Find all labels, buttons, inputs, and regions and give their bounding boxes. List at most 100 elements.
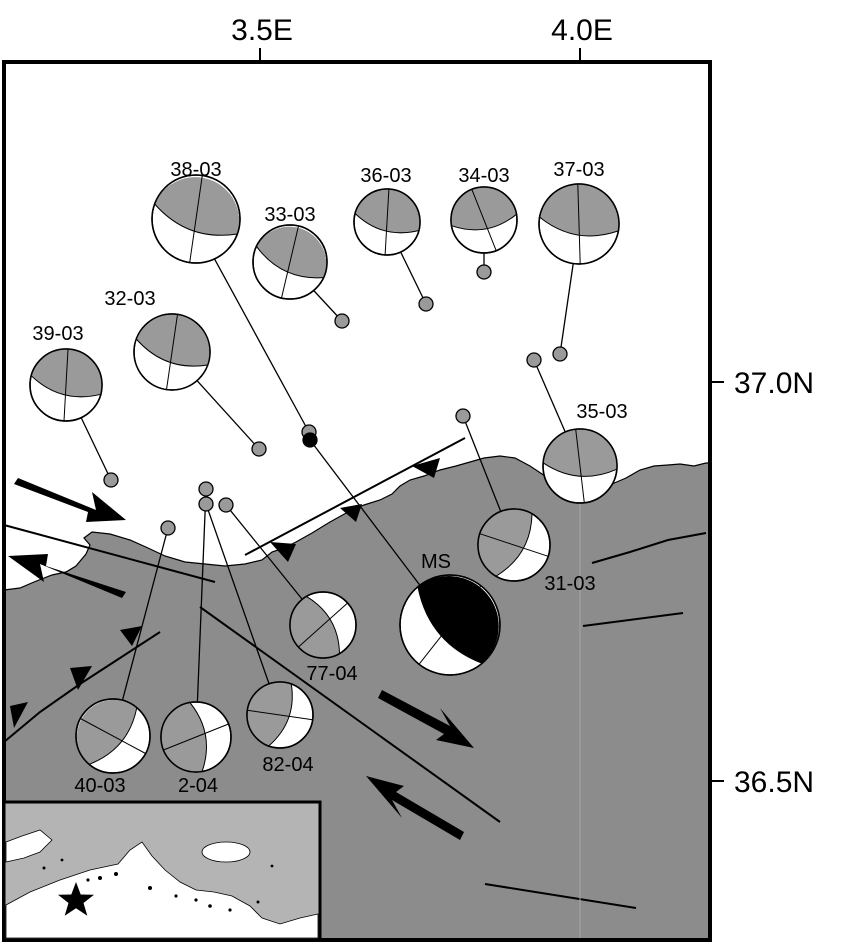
epicenter-dot xyxy=(198,481,214,497)
beachball-82-04: 82-04 xyxy=(246,681,314,776)
beachball-outline xyxy=(75,698,151,774)
strike-slip-arrows xyxy=(8,478,474,840)
beachball-shade xyxy=(539,184,619,236)
nodal-plane xyxy=(542,462,618,477)
beachball-MS: MS xyxy=(399,551,501,676)
beachball-outline xyxy=(29,348,103,422)
epicenter-dot xyxy=(218,497,234,513)
beachball-39-03: 39-03 xyxy=(29,323,103,422)
map-frame xyxy=(2,60,712,942)
beachball-outline xyxy=(353,188,421,256)
epicenter-dot xyxy=(526,352,542,368)
mechanism-label: 33-03 xyxy=(264,204,315,226)
nodal-plane xyxy=(247,709,313,721)
mechanism-label: 38-03 xyxy=(170,159,221,181)
nodal-plane xyxy=(154,203,238,236)
beachball-shade xyxy=(256,226,327,278)
nodal-plane xyxy=(166,314,178,390)
nodal-plane xyxy=(418,585,482,665)
lat-tick-label-2: 36.5N xyxy=(734,766,814,799)
epicenter-dot xyxy=(418,296,434,312)
beachball-34-03: 34-03 xyxy=(450,165,518,254)
inset-islands xyxy=(42,858,274,912)
mechanism-label: 40-03 xyxy=(74,775,125,797)
nodal-plane xyxy=(384,189,390,255)
nodal-plane xyxy=(189,702,207,772)
beachball-outline xyxy=(246,681,314,749)
epicenter-dots xyxy=(103,264,568,536)
nodal-plane xyxy=(163,723,229,751)
beachball-shade xyxy=(154,177,240,236)
mechanism-label: 31-03 xyxy=(544,573,595,595)
nodal-plane xyxy=(256,246,324,279)
mechanism-label: MS xyxy=(421,551,451,573)
lon-tick-label-1: 3.5E xyxy=(231,14,293,47)
mechanism-label: 37-03 xyxy=(553,159,604,181)
nodal-plane xyxy=(451,213,517,231)
beachball-outline xyxy=(450,186,518,254)
nodal-plane xyxy=(30,375,101,398)
nodal-plane xyxy=(471,189,497,251)
mechanism-label: 36-03 xyxy=(360,165,411,187)
beachball-outline xyxy=(151,174,241,264)
fault-lines xyxy=(3,437,707,909)
beachball-77-04: 77-04 xyxy=(289,591,358,685)
epicenter-dot xyxy=(198,496,214,512)
epicenter-dot xyxy=(476,264,492,280)
beachball-shade xyxy=(290,596,340,659)
epicenter-dot xyxy=(552,346,568,362)
nodal-plane xyxy=(135,338,208,367)
beachball-outline xyxy=(399,574,501,676)
beachball-outline xyxy=(477,508,551,582)
beachball-outline xyxy=(289,591,357,659)
beachball-shade xyxy=(543,428,618,477)
axis-ticks xyxy=(259,48,724,782)
beachball-32-03: 32-03 xyxy=(104,288,211,391)
focal-mechanisms: 38-03 33-03 36-03 34-03 37-03 32-03 39-03 35-03… xyxy=(29,159,628,797)
beachball-shade xyxy=(477,508,532,577)
beachball-shade xyxy=(136,314,210,367)
nodal-plane xyxy=(189,175,203,263)
nodal-plane xyxy=(577,183,581,265)
beachball-outline xyxy=(252,224,328,300)
beachball-outline xyxy=(538,183,620,265)
beachball-38-03: 38-03 xyxy=(151,159,241,264)
beachball-outline xyxy=(160,701,232,773)
nodal-plane xyxy=(495,513,533,577)
beachball-shade xyxy=(247,682,293,746)
inset-sea-north xyxy=(5,829,53,863)
inset-sea xyxy=(5,841,319,939)
nodal-plane xyxy=(575,429,585,503)
lat-tick-label-1: 37.0N xyxy=(734,367,814,400)
nodal-plane xyxy=(80,718,146,754)
inset-map xyxy=(2,800,322,942)
beachball-33-03: 33-03 xyxy=(252,204,328,300)
mechanism-label: 34-03 xyxy=(458,165,509,187)
beachball-40-03: 40-03 xyxy=(74,698,151,797)
nodal-plane xyxy=(306,595,340,654)
beachball-31-03: 31-03 xyxy=(477,508,596,595)
nodal-plane xyxy=(63,349,69,421)
epicenter-dot xyxy=(103,472,119,488)
nodal-plane xyxy=(298,602,348,648)
epicenter-dot xyxy=(455,408,471,424)
beachball-shade xyxy=(76,699,137,765)
inset-black-sea xyxy=(201,841,251,863)
beachball-shade xyxy=(451,187,517,230)
beachball-outline xyxy=(133,313,211,391)
beachball-36-03: 36-03 xyxy=(353,165,421,256)
nodal-plane xyxy=(479,533,549,557)
beachball-35-03: 35-03 xyxy=(542,401,628,504)
lon-tick-label-2: 4.0E xyxy=(551,14,613,47)
beachball-shade xyxy=(417,576,499,664)
nodal-plane xyxy=(89,707,138,765)
thrust-teeth xyxy=(10,458,440,728)
nodal-plane xyxy=(281,225,299,299)
star-icon xyxy=(58,882,94,916)
mechanism-label: 32-03 xyxy=(104,288,155,310)
nodal-plane xyxy=(268,683,293,747)
mechanism-label: 2-04 xyxy=(178,775,218,797)
epicenter-dot xyxy=(251,441,267,457)
beachball-2-04: 2-04 xyxy=(160,701,232,797)
